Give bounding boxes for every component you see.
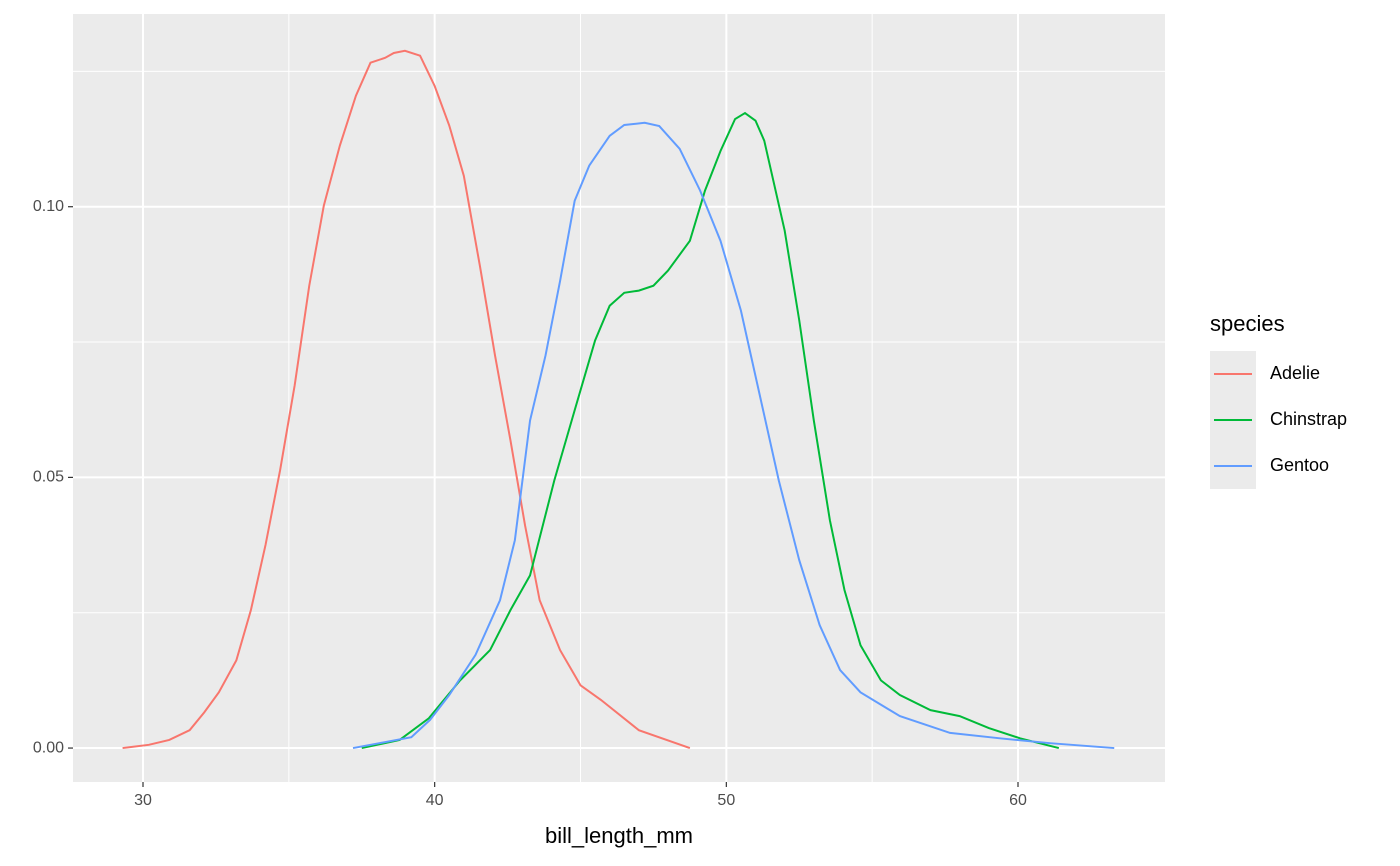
y-tick-label: 0.05 — [33, 469, 64, 486]
legend-title: species — [1210, 311, 1285, 336]
legend-label: Adelie — [1270, 363, 1320, 383]
density-line — [361, 111, 1060, 750]
legend-label: Chinstrap — [1270, 409, 1347, 429]
legend-label: Gentoo — [1270, 455, 1329, 475]
y-tick-label: 0.10 — [33, 198, 64, 215]
y-tick-label: 0.00 — [33, 739, 64, 756]
panel — [73, 14, 1165, 782]
x-tick-label: 60 — [1009, 792, 1027, 809]
x-tick-label: 40 — [426, 792, 444, 809]
x-tick-label: 50 — [717, 792, 735, 809]
x-axis-title: bill_length_mm — [545, 823, 693, 848]
density-line — [352, 121, 1115, 750]
density-line — [122, 49, 691, 750]
x-tick-label: 30 — [134, 792, 152, 809]
